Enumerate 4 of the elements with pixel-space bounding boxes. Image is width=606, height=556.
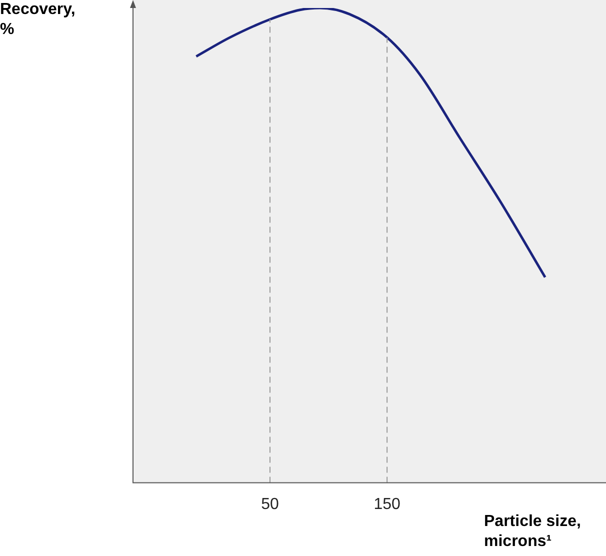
x-tick-label: 50 — [261, 496, 279, 513]
y-axis-title: Recovery, % — [0, 0, 76, 40]
x-tick-label: 150 — [374, 496, 401, 513]
x-axis-title: Particle size, microns¹ — [484, 512, 582, 552]
